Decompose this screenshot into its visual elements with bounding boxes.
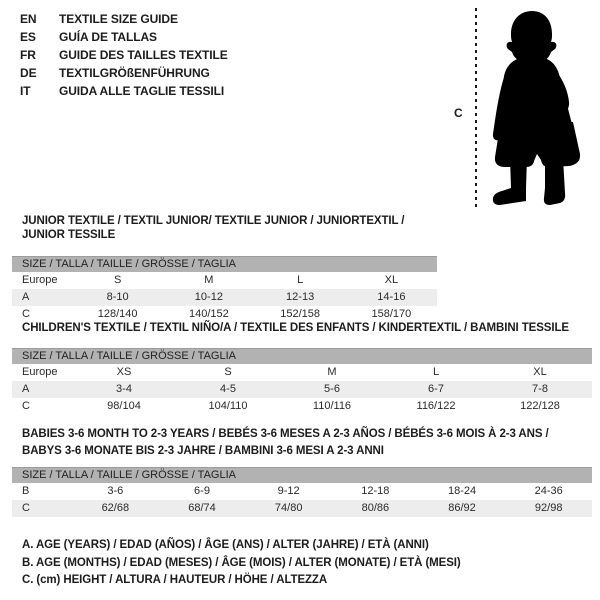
language-code: EN <box>20 12 37 26</box>
size-value-cell: XL <box>384 274 399 286</box>
language-code: ES <box>20 30 36 44</box>
size-value-cell: L <box>432 366 440 378</box>
size-value-cell: 74/80 <box>274 502 303 514</box>
height-dashed-line <box>475 8 477 208</box>
size-value-cell: 3-6 <box>107 485 124 497</box>
size-table-babies: BABIES 3-6 MONTH TO 2-3 YEARS / BEBÉS 3-… <box>12 426 592 517</box>
size-value-cell: 7-8 <box>532 383 548 395</box>
language-row: ES GUÍA DE TALLAS <box>20 28 228 46</box>
table-row: A 3-4 4-5 5-6 6-7 7-8 <box>12 381 592 398</box>
size-value-cell: 62/68 <box>101 502 130 514</box>
size-value-cell: 80/86 <box>361 502 390 514</box>
size-value-cell: L <box>297 274 304 286</box>
size-value-cell: 152/158 <box>280 308 320 320</box>
row-label: C <box>22 400 30 412</box>
table-row: A 8-10 10-12 12-13 14-16 <box>12 289 437 306</box>
size-value-cell: 12-13 <box>286 291 315 303</box>
baby-silhouette-icon <box>492 11 581 205</box>
size-value-cell: 92/98 <box>534 502 563 514</box>
size-value-cell: 3-4 <box>116 383 132 395</box>
size-value-cell: 158/170 <box>371 308 412 320</box>
row-label: C <box>22 502 30 514</box>
legend-note-line: A. AGE (YEARS) / EDAD (AÑOS) / ÂGE (ANS)… <box>22 539 429 551</box>
table-title: JUNIOR TEXTILE / TEXTIL JUNIOR/ TEXTILE … <box>22 215 405 241</box>
size-value-cell: 18-24 <box>447 485 477 497</box>
height-marker-label: C <box>454 106 463 120</box>
size-value-cell: 10-12 <box>194 291 223 303</box>
language-row: EN TEXTILE SIZE GUIDE <box>20 10 228 28</box>
legend-notes: A. AGE (YEARS) / EDAD (AÑOS) / ÂGE (ANS)… <box>22 537 461 590</box>
size-value-cell: 4-5 <box>220 383 236 395</box>
language-guide-label: TEXTILE SIZE GUIDE <box>59 12 178 26</box>
size-value-cell: 128/140 <box>97 308 138 320</box>
size-value-cell: XS <box>116 366 132 378</box>
language-code: DE <box>20 66 37 80</box>
size-value-cell: XL <box>533 366 547 378</box>
language-row: IT GUIDA ALLE TAGLIE TESSILI <box>20 82 228 100</box>
row-label: B <box>22 485 30 497</box>
size-value-cell: 104/110 <box>208 400 248 412</box>
size-value-cell: 140/152 <box>188 308 229 320</box>
table-row: Europe S M L XL <box>12 272 437 289</box>
language-list: EN TEXTILE SIZE GUIDE ES GUÍA DE TALLAS FR GU… <box>20 10 228 100</box>
size-value-cell: 6-7 <box>428 383 444 395</box>
language-row: FR GUIDE DES TAILLES TEXTILE <box>20 46 228 64</box>
language-code: FR <box>20 48 36 62</box>
size-header-bar: SIZE / TALLA / TAILLE / GRÖSSE / TAGLIA <box>12 256 437 272</box>
table-title: CHILDREN'S TEXTILE / TEXTIL NIÑO/A / TEX… <box>22 322 569 334</box>
table-row: C 62/68 68/74 74/80 80/86 86/92 92/98 <box>12 500 592 517</box>
row-label: Europe <box>22 366 58 378</box>
table-row: B 3-6 6-9 9-12 12-18 18-24 24-36 <box>12 483 592 500</box>
size-value-cell: 14-16 <box>377 291 406 303</box>
size-value-cell: S <box>224 366 232 378</box>
row-label: Europe <box>22 274 58 286</box>
table-row: C 128/140 140/152 152/158 158/170 <box>12 306 437 323</box>
size-value-cell: 24-36 <box>534 485 563 497</box>
size-value-cell: 5-6 <box>324 383 340 395</box>
row-label: A <box>22 383 30 395</box>
size-value-cell: 9-12 <box>277 485 300 497</box>
size-value-cell: 6-9 <box>194 485 210 497</box>
row-label: A <box>22 291 30 303</box>
language-row: DE TEXTILGRÖßENFÜHRUNG <box>20 64 228 82</box>
size-figure: C <box>440 0 600 215</box>
size-table-junior: JUNIOR TEXTILE / TEXTIL JUNIOR/ TEXTILE … <box>12 214 437 323</box>
size-value-cell: M <box>327 366 337 378</box>
size-value-cell: 12-18 <box>361 485 390 497</box>
language-guide-label: TEXTILGRÖßENFÜHRUNG <box>59 66 210 80</box>
size-value-cell: 98/104 <box>107 400 141 412</box>
size-value-cell: 68/74 <box>188 502 216 514</box>
table-title: BABIES 3-6 MONTH TO 2-3 YEARS / BEBÉS 3-… <box>22 428 549 457</box>
language-guide-label: GUIDE DES TAILLES TEXTILE <box>59 48 228 62</box>
size-value-cell: 86/92 <box>448 502 476 514</box>
legend-note-line: B. AGE (MONTHS) / EDAD (MESES) / ÂGE (MO… <box>22 556 461 569</box>
language-guide-label: GUIDA ALLE TAGLIE TESSILI <box>59 84 225 98</box>
size-table-children: CHILDREN'S TEXTILE / TEXTIL NIÑO/A / TEX… <box>12 321 592 415</box>
size-value-cell: S <box>113 274 122 286</box>
size-header-bar: SIZE / TALLA / TAILLE / GRÖSSE / TAGLIA <box>12 467 592 483</box>
table-row: C 98/104 104/110 110/116 116/122 122/128 <box>12 398 592 415</box>
language-guide-label: GUÍA DE TALLAS <box>59 30 157 44</box>
language-code: IT <box>20 84 31 98</box>
table-row: Europe XS S M L XL <box>12 364 592 381</box>
size-value-cell: 116/122 <box>416 400 456 412</box>
size-header-bar: SIZE / TALLA / TAILLE / GRÖSSE / TAGLIA <box>12 348 592 364</box>
size-value-cell: M <box>204 274 214 286</box>
size-value-cell: 122/128 <box>520 400 560 412</box>
row-label: C <box>22 308 30 320</box>
size-value-cell: 110/116 <box>312 400 352 412</box>
size-value-cell: 8-10 <box>106 291 129 303</box>
legend-note-line: C. (cm) HEIGHT / ALTURA / HAUTEUR / HÖHE… <box>22 574 328 586</box>
